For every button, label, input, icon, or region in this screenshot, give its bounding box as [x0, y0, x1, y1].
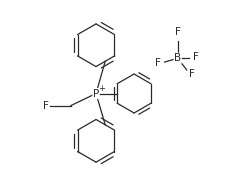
Text: B: B [174, 53, 181, 63]
Text: F: F [175, 27, 181, 37]
Text: +: + [98, 84, 105, 93]
Text: F: F [189, 69, 195, 79]
Text: F: F [43, 101, 49, 111]
Text: P: P [93, 88, 99, 99]
Text: F: F [155, 58, 161, 68]
Text: F: F [193, 52, 199, 62]
